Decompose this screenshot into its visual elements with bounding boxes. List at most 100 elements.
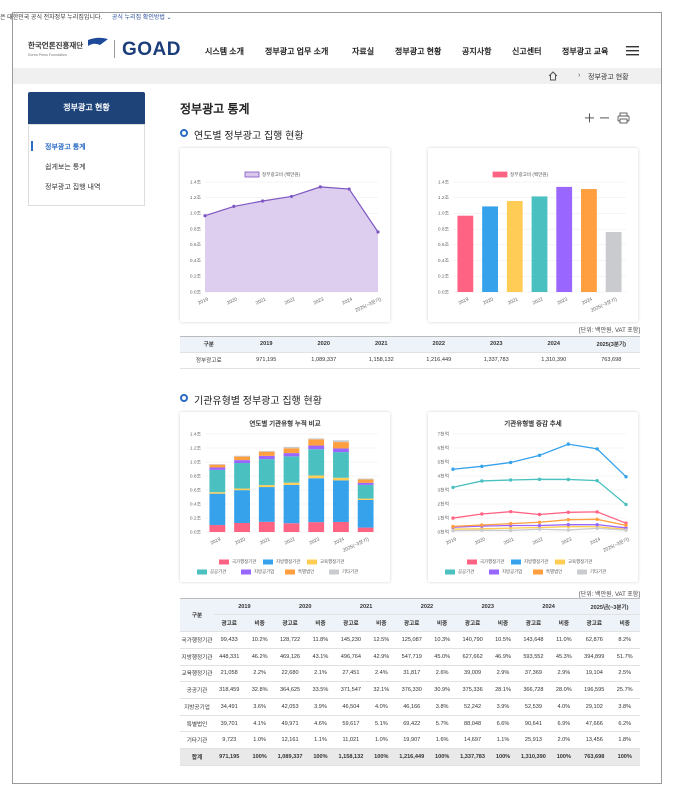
bar [457,215,474,292]
y-tick-label: 0.4조 [190,501,202,507]
cell: 1,337,783 [457,748,488,766]
print[interactable] [617,112,630,124]
sidebar-item[interactable]: 쉽게보는 통계 [45,164,86,171]
bar-segment [283,456,300,483]
cell: 763,698 [579,748,610,766]
y-tick-label: 0.4조 [438,258,450,264]
breadcrumb-current[interactable]: 정부광고 현황 [588,74,629,81]
header-row: 구분 2019 2020 2021 2022 2023 2024 2025(3분기) [180,337,640,353]
nav-item[interactable]: 정부광고 현황 [395,47,442,56]
cell: 1,310,390 [525,352,583,370]
bar [581,189,597,292]
row-header: 기타기관 [180,731,214,750]
nav-item[interactable]: 정부광고 업무 소개 [265,47,329,56]
cell: 547,719 [396,648,427,666]
point [595,478,599,483]
legend-swatch [533,569,543,575]
nav-item[interactable]: 정부광고 교육 [562,47,609,56]
point [508,521,513,526]
menu-button[interactable] [626,45,640,56]
cell: 196,595 [579,681,610,699]
legend-label: 특별법인 [546,568,562,575]
bar-segment [357,484,374,499]
row-header: 지방행정기관 [180,648,214,666]
cell: 37,369 [518,665,549,683]
cell: 366,728 [518,681,549,699]
cell: 4.0% [366,698,397,716]
x-tick-label: 2024 [341,296,354,306]
y-tick-label: 3천억 [438,486,450,493]
legend-item: 지방행정기관 [511,558,548,565]
nav-item[interactable]: 공지사항 [462,47,492,56]
x-tick-label: 2020 [474,536,487,546]
point [451,485,455,490]
point [318,185,322,189]
sub-header: 광고료 [335,614,367,633]
bar-segment [357,527,374,532]
cell: 42,053 [274,698,306,716]
bar-segment [308,445,325,450]
sidebar-item-active[interactable]: 정부광고 통계 [45,144,86,151]
logo[interactable]: 한국언론진흥재단 Korea Press Foundation [28,36,118,62]
cell: 100% [244,748,275,766]
chart-card: 0.0조 0.2조 0.4조 0.6조 0.8조 1.0조 1.2조 1.4조 2019 2020… [428,148,638,322]
point [595,526,599,531]
page-frame [12,12,662,784]
legend-swatch [263,559,273,565]
x-tick-label: 2025(~3분기) [354,295,383,313]
y-tick-label: 1.4조 [190,179,202,185]
brand[interactable]: GOAD [122,39,181,60]
cell: 51.7% [609,648,640,666]
cell: 30.9% [426,681,458,699]
legend-item: 교육행정기관 [307,558,344,565]
zoom-out[interactable] [600,117,609,119]
zoom-in[interactable] [585,113,594,123]
sidebar-item[interactable]: 정부광고 집행 내역 [45,184,101,191]
x-tick-label: 2019 [445,536,458,546]
x-tick-label: 2021 [259,536,272,546]
bar-segment [258,485,275,488]
x-tick-label: 2020 [482,296,495,306]
cell: 100% [548,748,580,766]
legend-label: 공공기관 [210,568,226,575]
bar-segment [333,480,349,522]
chart-card: 연도별 기관유형 누적 비교 0.0조 0.2조 0.4조 0.6조 0.8조 1.0조 1.… [180,412,390,582]
y-tick-label: 0.0조 [438,289,450,295]
cell: 1,158,132 [352,352,410,370]
area [205,186,378,292]
data-row: 정부광고료 971,195 1,089,337 1,158,132 1,216,449 1… [180,352,640,370]
bar-segment [357,478,374,480]
legend-label: 지방공기업 [254,568,274,575]
cell: 2.5% [609,665,640,683]
point [347,187,351,191]
nav-item[interactable]: 신고센터 [512,47,542,56]
y-tick-label: 0천억 [438,528,450,535]
bar-segment [333,448,349,453]
legend: 정부광고비 (백만원) [492,171,549,178]
column-header: 2019 [237,337,295,353]
cell: 8.2% [609,631,640,649]
point [566,442,571,446]
nav-item[interactable]: 시스템 소개 [205,47,245,56]
row-header: 공공기관 [180,681,214,699]
bar-segment [308,475,325,479]
year-header: 2019 [214,599,275,616]
bar-segment [283,446,300,449]
cell: 19,907 [396,731,427,750]
bar-segment [258,521,275,532]
cell: 46,504 [335,698,367,716]
cell: 27,451 [335,665,367,683]
point [566,528,571,532]
banner-link[interactable]: 공식 누리집 확인방법 [111,15,165,21]
x-tick-label: 2019 [458,296,471,306]
data-row: 지방행정기관 448,331 46.2% 469,126 43.1% 496,764 42.… [180,648,640,666]
home-icon[interactable] [548,71,558,81]
column-header: 2020 [295,337,353,353]
cell: 496,764 [335,648,367,666]
bar-segment [308,478,325,523]
nav-item[interactable]: 자료실 [352,47,375,56]
cell: 1.0% [366,731,397,750]
bar [506,201,523,292]
point [566,510,571,514]
